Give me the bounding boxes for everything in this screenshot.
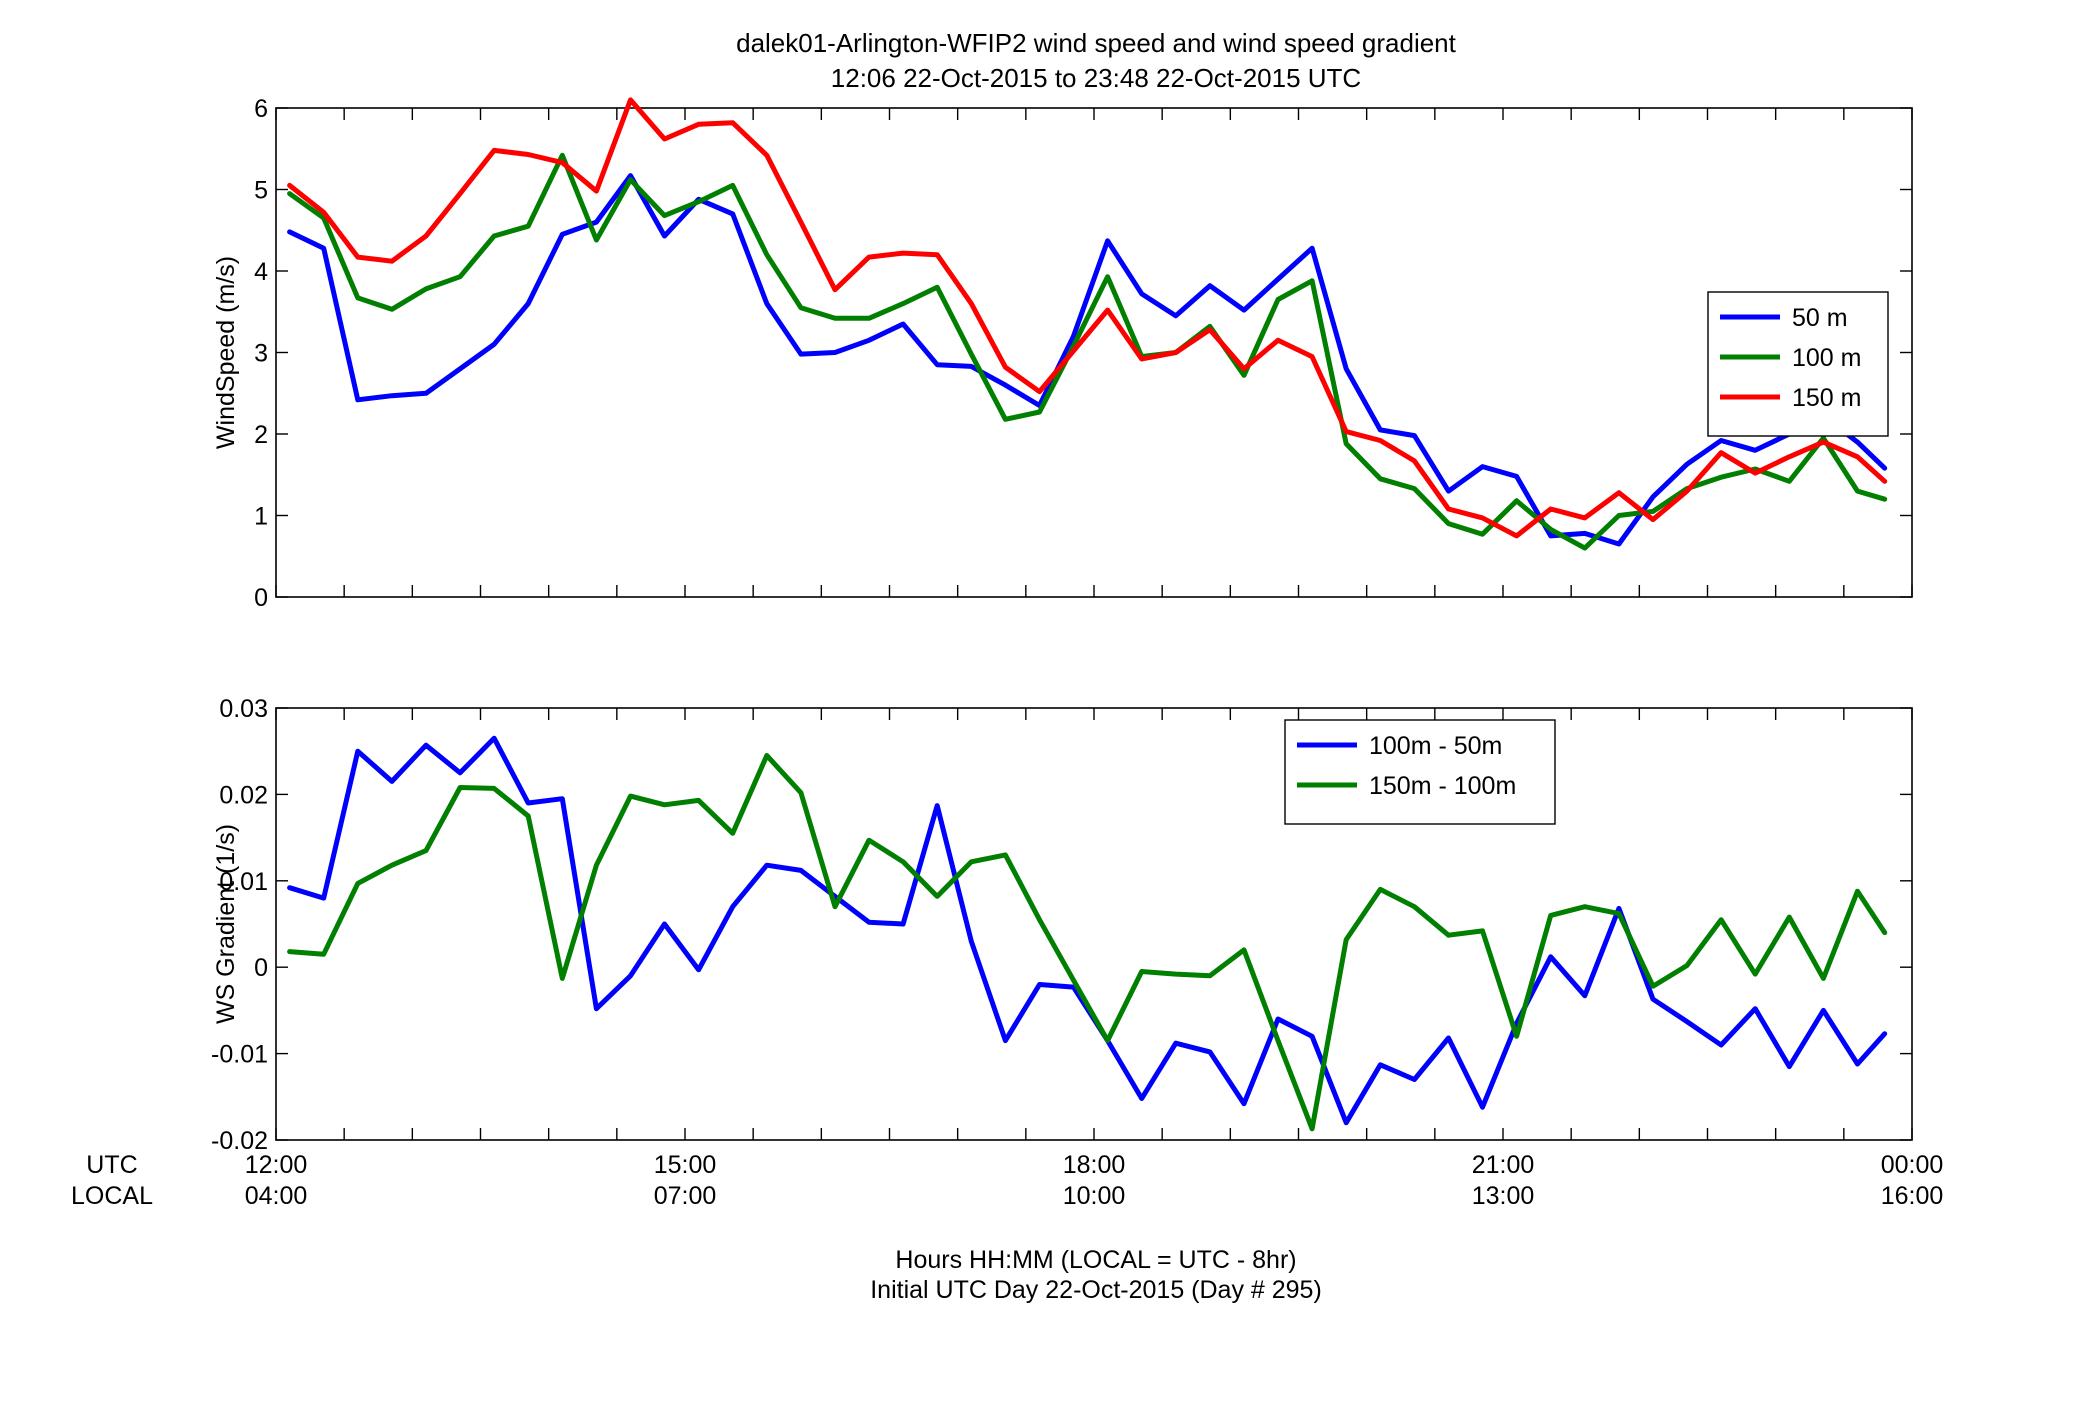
x-row-label-local: LOCAL — [71, 1182, 153, 1210]
x-tick-label-local: 16:00 — [1881, 1182, 1944, 1210]
grad-y-tick-label: 0.02 — [219, 781, 268, 809]
grad-legend-box — [1284, 719, 1556, 825]
ws-plot-frame — [275, 107, 1913, 598]
ws-y-tick-label: 1 — [254, 503, 268, 531]
chart-title-line1: dalek01-Arlington-WFIP2 wind speed and w… — [736, 28, 1457, 58]
grad-y-tick-label: 0.01 — [219, 868, 268, 896]
wind-speed-panel: 0 1 2 3 4 5 6 WindSpeed (m/s) 50 m 100 m 150 m — [212, 95, 1913, 612]
ws-y-tick-label: 6 — [254, 95, 268, 123]
ws-legend-label: 50 m — [1792, 304, 1848, 332]
x-tick-label-utc: 21:00 — [1472, 1151, 1535, 1179]
chart-title-line2: 12:06 22-Oct-2015 to 23:48 22-Oct-2015 U… — [831, 63, 1361, 93]
ws-y-tick-label: 4 — [254, 258, 268, 286]
grad-legend: 100m - 50m 150m - 100m — [1284, 719, 1556, 825]
ws-y-axis-label: WindSpeed (m/s) — [212, 256, 240, 449]
ws-legend-label: 100 m — [1792, 344, 1861, 372]
x-axis-label-line2: Initial UTC Day 22-Oct-2015 (Day # 295) — [870, 1276, 1322, 1304]
x-row-label-utc: UTC — [86, 1151, 137, 1179]
grad-y-tick-label: -0.01 — [211, 1041, 268, 1069]
x-tick-label-local: 13:00 — [1472, 1182, 1535, 1210]
x-tick-label-local: 04:00 — [245, 1182, 308, 1210]
grad-plot-frame — [275, 707, 1913, 1141]
x-tick-label-utc: 00:00 — [1881, 1151, 1944, 1179]
ws-y-tick-label: 3 — [254, 340, 268, 368]
ws-series-line-1 — [287, 173, 1888, 547]
x-tick-label-utc: 18:00 — [1063, 1151, 1126, 1179]
ws-series-line-3 — [287, 97, 1888, 539]
grad-y-tick-label: -0.02 — [211, 1127, 268, 1155]
ws-y-tick-label: 5 — [254, 177, 268, 205]
x-tick-label-local: 07:00 — [654, 1182, 717, 1210]
ws-legend: 50 m 100 m 150 m — [1707, 291, 1889, 437]
ws-y-tick-label: 0 — [254, 584, 268, 612]
ws-series-line-2 — [287, 152, 1888, 551]
grad-legend-label: 150m - 100m — [1369, 772, 1516, 800]
ws-y-tick-label: 2 — [254, 421, 268, 449]
wind-gradient-panel: -0.02 -0.01 0 0.01 0.02 0.03 WS Gradient (1/s)… — [211, 695, 1913, 1155]
ws-legend-label: 150 m — [1792, 384, 1861, 412]
x-tick-label-local: 10:00 — [1063, 1182, 1126, 1210]
grad-legend-label: 100m - 50m — [1369, 732, 1502, 760]
x-axis-label-line1: Hours HH:MM (LOCAL = UTC - 8hr) — [895, 1246, 1296, 1274]
grad-y-tick-label: 0.03 — [219, 695, 268, 723]
grad-series-line-2 — [287, 753, 1888, 1132]
x-tick-label-utc: 15:00 — [654, 1151, 717, 1179]
grad-y-tick-label: 0 — [254, 954, 268, 982]
grad-y-axis-label: WS Gradient (1/s) — [212, 824, 240, 1024]
x-tick-label-utc: 12:00 — [245, 1151, 308, 1179]
x-tick-labels: 12:00 04:00 15:00 07:00 18:00 10:00 21:00 13:00… — [245, 1151, 1944, 1210]
